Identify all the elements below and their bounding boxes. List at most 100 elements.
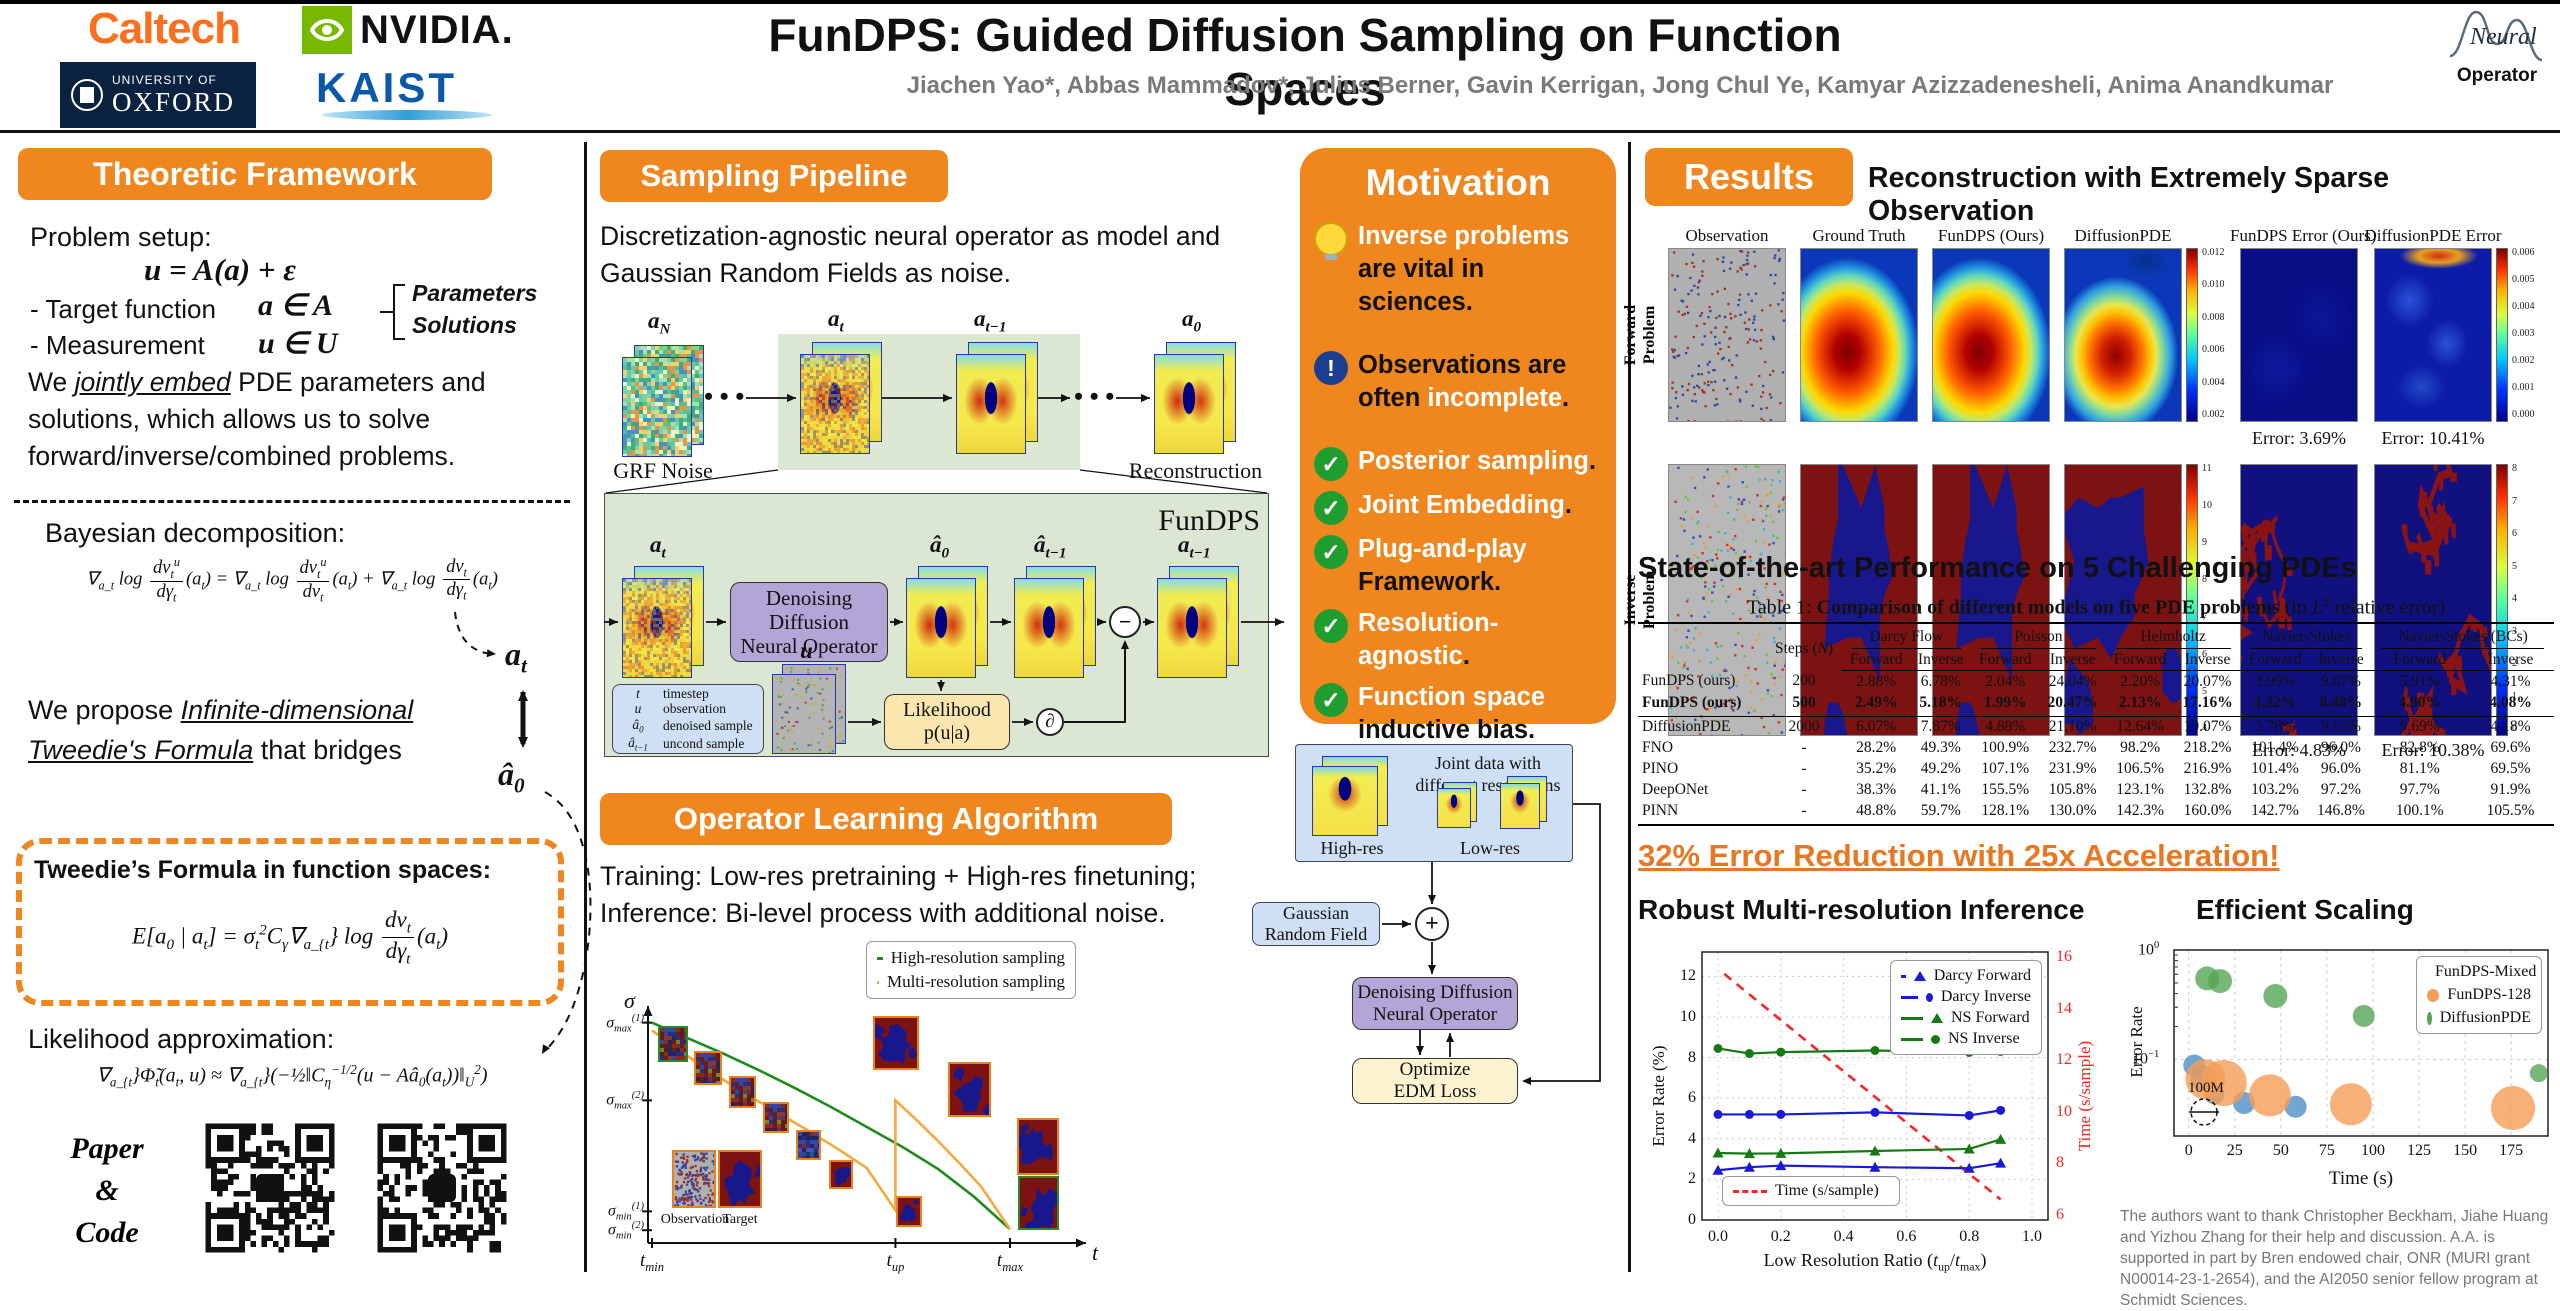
pair-label: at−1: [974, 306, 1007, 337]
table-cell: -: [1766, 801, 1842, 826]
colorbar-tick: 0.000: [2512, 409, 2535, 420]
x-axis-title: Low Resolution Ratio (tup/tmax): [1702, 1250, 2048, 1275]
schedule-thumbnail: [718, 1150, 762, 1208]
grid-row-label-text: Forward Problem: [1621, 305, 1659, 365]
poster: Caltech UNIVERSITY OF OXFORD NVIDIA. KAI…: [0, 0, 2560, 1280]
pde-field-image: [956, 354, 1026, 454]
likelihood-equation: ∇a_{t}Φ̃t(at, u) ≈ ∇a_{t}(−½‖Cη−1/2(u − …: [14, 1062, 570, 1091]
colorbar-tick: 0.004: [2512, 301, 2535, 312]
pde-field-image: [1500, 783, 1540, 829]
likelihood-line1: Likelihood: [903, 699, 991, 722]
schedule-thumbnail: [896, 1196, 922, 1227]
poster-authors: Jiachen Yao*, Abbas Mammadov*, Julius Be…: [800, 72, 2440, 100]
a0-symbol: â0: [498, 756, 525, 798]
ddno-line1: Denoising Diffusion: [731, 586, 887, 634]
grid-column-header: Ground Truth: [1790, 226, 1928, 246]
sigma-tick-label: σmax(2): [560, 1090, 644, 1112]
dashed-separator: [14, 500, 570, 503]
operator-learning-description: Training: Low-res pretraining + High-res…: [600, 858, 1260, 932]
pair-label: u: [800, 638, 813, 664]
grid-column-header: DiffusionPDE: [2054, 226, 2192, 246]
motivation-bullet: ✓Joint Embedding.: [1314, 489, 1606, 525]
table-cell: 216.9%: [2174, 759, 2240, 780]
motivation-bullet: Inverse problems are vital in sciences.: [1314, 220, 1606, 319]
legend-row: NS Forward: [1901, 1009, 2031, 1027]
check-icon: ✓: [1314, 535, 1348, 569]
x-tick-label: 0.6: [1890, 1228, 1922, 1246]
table-cell: 6.78%: [1911, 671, 1971, 693]
noise-overlay: [623, 579, 691, 677]
table-cell: 35.2%: [1842, 759, 1911, 780]
image-pair: [1014, 566, 1096, 678]
x-tick-label: 75: [2313, 1142, 2341, 1160]
table-cell: Steps (N): [1766, 623, 1842, 671]
grf-input-box: Gaussian Random Field: [1252, 902, 1380, 946]
image-pair: [956, 342, 1038, 454]
image-pair: [1154, 342, 1236, 454]
table-cell: 4.88%: [1971, 716, 2040, 738]
x-tick-label: 50: [2267, 1142, 2295, 1160]
operator-learning-heading-text: Operator Learning Algorithm: [674, 801, 1098, 837]
poster-top-border: [0, 0, 2560, 4]
table-cell: 7.87%: [1911, 716, 1971, 738]
x-axis-title: Time (s): [2174, 1168, 2548, 1190]
table-cell: 101.4%: [2241, 759, 2310, 780]
table-cell: 2.04%: [1971, 671, 2040, 693]
svg-text:Neural: Neural: [2469, 24, 2537, 50]
pde-field-image: [622, 357, 692, 457]
table-cell: 82.8%: [2372, 738, 2467, 759]
table-cell: Navier-Stokes (BCs): [2372, 623, 2554, 650]
table-cell: 232.7%: [2040, 738, 2106, 759]
image-pair: [772, 664, 846, 754]
motivation-box: Motivation Inverse problems are vital in…: [1300, 148, 1616, 724]
edm-loss-box: Optimize EDM Loss: [1352, 1058, 1518, 1104]
neural-operator-text: Operator: [2438, 65, 2556, 87]
image-pair: [1437, 782, 1477, 828]
colorbar-tick: 0.006: [2202, 344, 2225, 355]
result-image: [2240, 248, 2358, 422]
table-cell: 200: [1766, 671, 1842, 693]
pde-field-image: [906, 578, 976, 678]
table-cell: -: [1766, 738, 1842, 759]
table-cell: Inverse: [2174, 650, 2240, 671]
t-tick-label: tmin: [622, 1250, 682, 1275]
schedule-thumbnail: [658, 1026, 688, 1062]
table-cell: 105.8%: [2040, 780, 2106, 801]
table-cell: 142.7%: [2241, 801, 2310, 826]
multires-plot-title: Robust Multi-resolution Inference: [1638, 894, 2084, 926]
right-y-tick-label: 14: [2056, 1000, 2072, 1018]
operator-learning-heading: Operator Learning Algorithm: [600, 793, 1172, 845]
table-cell: 59.7%: [1911, 801, 1971, 826]
pipeline-description: Discretization-agnostic neural operator …: [600, 218, 1250, 292]
colorbar-tick: 11: [2202, 463, 2212, 474]
brace-stub-top: [393, 284, 405, 286]
table-cell: Inverse: [2309, 650, 2372, 671]
paper-code-label: Paper & Code: [52, 1128, 162, 1254]
table-cell: 128.1%: [1971, 801, 2040, 826]
image-pair: [906, 566, 988, 678]
grid-column-header: FunDPS Error (Ours): [2230, 226, 2368, 246]
legend-row: FunDPS-128: [2427, 986, 2531, 1004]
likelihood-approx-label: Likelihood approximation:: [28, 1024, 334, 1055]
table-cell: 1.99%: [1971, 692, 2040, 716]
x-tick-label: 0.2: [1765, 1228, 1797, 1246]
table-cell: -: [1766, 780, 1842, 801]
table-cell: 2.20%: [2106, 671, 2175, 693]
minus-operator-icon: −: [1109, 606, 1141, 638]
sigma-tick-label: σmin(2): [560, 1220, 644, 1242]
motivation-bullet: ✓Posterior sampling.: [1314, 445, 1606, 481]
x-tick-label: 125: [2405, 1142, 2433, 1160]
bayesian-decomposition-label: Bayesian decomposition:: [45, 518, 345, 549]
grf-noise-caption: GRF Noise: [598, 458, 728, 484]
schedule-thumbnail: [694, 1051, 722, 1085]
table-cell: [1638, 623, 1766, 671]
results-heading-text: Results: [1684, 156, 1814, 198]
table-cell: 6.07%: [1842, 716, 1911, 738]
table-cell: 69.6%: [2467, 738, 2554, 759]
error-value-label: Error: 3.69%: [2234, 428, 2364, 449]
